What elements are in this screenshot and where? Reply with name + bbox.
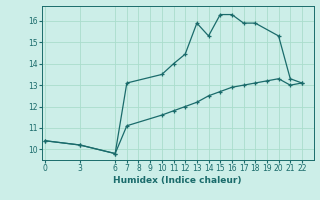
X-axis label: Humidex (Indice chaleur): Humidex (Indice chaleur) <box>113 176 242 185</box>
